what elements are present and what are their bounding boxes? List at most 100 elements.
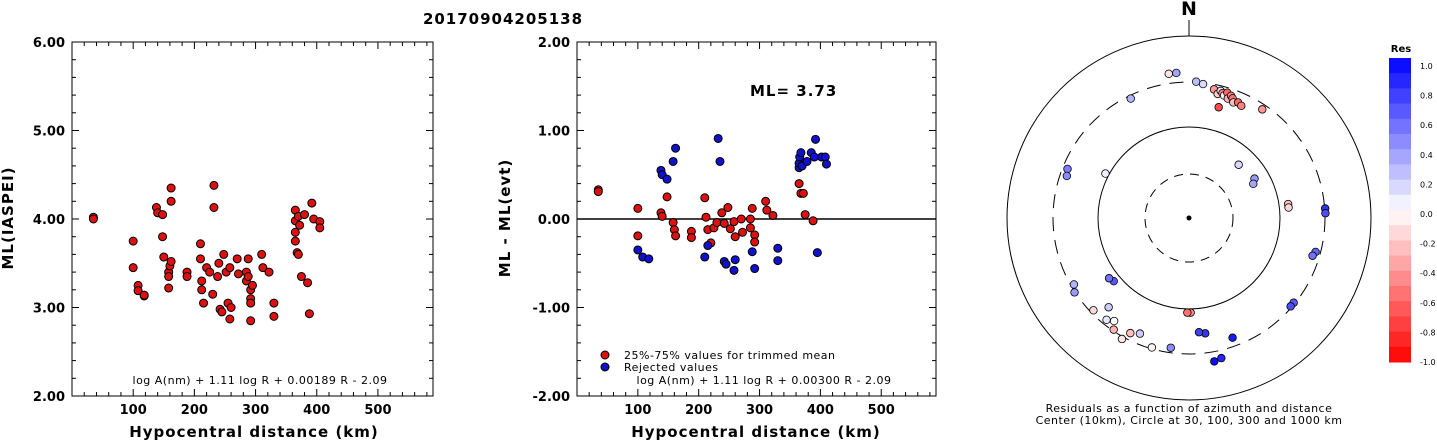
colorbar-title: Res bbox=[1391, 44, 1411, 55]
middle-data-point bbox=[730, 255, 740, 265]
station-marker bbox=[1104, 274, 1114, 283]
left-data-point bbox=[264, 267, 274, 277]
colorbar-cell bbox=[1389, 149, 1411, 165]
station-marker bbox=[1237, 101, 1246, 111]
station-marker bbox=[1321, 209, 1330, 218]
middle-data-point bbox=[747, 203, 757, 213]
middle-data-point bbox=[593, 187, 603, 197]
left-data-point bbox=[182, 272, 192, 282]
left-xtick-label: 500 bbox=[364, 403, 391, 418]
left-data-point bbox=[296, 272, 306, 282]
middle-xtick-label: 300 bbox=[746, 403, 773, 418]
middle-xtick-label: 100 bbox=[624, 403, 651, 418]
station-marker bbox=[1214, 103, 1223, 112]
left-data-point bbox=[133, 286, 143, 296]
colorbar-cell bbox=[1389, 240, 1411, 257]
middle-data-point bbox=[633, 203, 643, 213]
middle-xtick-label: 400 bbox=[807, 403, 834, 418]
left-data-point bbox=[232, 254, 242, 264]
colorbar-cell bbox=[1389, 118, 1411, 135]
middle-data-point bbox=[657, 211, 667, 221]
left-data-point bbox=[158, 210, 168, 220]
station-marker bbox=[1194, 328, 1204, 337]
left-data-point bbox=[88, 214, 98, 224]
left-xtick-label: 100 bbox=[120, 403, 147, 418]
middle-ytick-label: 1.00 bbox=[538, 125, 570, 140]
station-marker bbox=[1102, 315, 1111, 325]
colorbar-cell bbox=[1389, 301, 1411, 317]
station-marker bbox=[1135, 329, 1145, 338]
station-marker bbox=[1284, 203, 1293, 212]
colorbar-cell bbox=[1389, 179, 1411, 196]
left-data-point bbox=[205, 267, 215, 277]
middle-data-point bbox=[644, 254, 654, 264]
north-label: N bbox=[1181, 0, 1197, 20]
middle-data-point bbox=[773, 243, 783, 253]
left-data-point bbox=[219, 249, 229, 259]
station-marker bbox=[1183, 308, 1192, 317]
left-data-point bbox=[225, 314, 235, 324]
left-data-point bbox=[214, 258, 224, 268]
left-formula: log A(nm) + 1.11 log R + 0.00189 R - 2.0… bbox=[133, 374, 388, 387]
middle-xtick-label: 200 bbox=[685, 403, 712, 418]
left-data-point bbox=[213, 272, 223, 282]
left-data-point bbox=[257, 249, 267, 259]
station-marker bbox=[1109, 316, 1119, 326]
colorbar-label: -0.8 bbox=[1420, 328, 1436, 337]
left-data-point bbox=[209, 202, 219, 212]
left-data-point bbox=[300, 210, 310, 220]
station-marker bbox=[1104, 303, 1113, 312]
middle-data-point bbox=[719, 218, 729, 228]
middle-ytick-label: 2.00 bbox=[538, 36, 570, 51]
station-marker bbox=[1258, 105, 1267, 114]
outer-circle-1000km bbox=[1006, 35, 1372, 401]
station-marker bbox=[1228, 333, 1237, 342]
legend-marker-rejected bbox=[600, 362, 610, 372]
left-data-point bbox=[307, 198, 317, 208]
colorbar-label: -1.0 bbox=[1420, 358, 1436, 367]
polar-plot: N Residuals as a function of azimuth and… bbox=[1006, 0, 1372, 427]
colorbar-cell bbox=[1389, 346, 1411, 363]
left-data-point bbox=[243, 272, 253, 282]
left-xtick-label: 300 bbox=[242, 403, 269, 418]
legend-label-trimmed: 25%-75% values for trimmed mean bbox=[624, 349, 836, 362]
middle-data-point bbox=[750, 264, 760, 274]
middle-data-point bbox=[773, 256, 783, 266]
polar-caption-line2: Center (10km), Circle at 30, 100, 300 an… bbox=[1036, 414, 1343, 427]
station-marker bbox=[1166, 343, 1175, 352]
middle-data-point bbox=[812, 248, 822, 258]
middle-data-point bbox=[730, 232, 740, 242]
middle-data-point bbox=[729, 265, 739, 275]
colorbar-cell bbox=[1389, 58, 1411, 74]
left-data-point bbox=[166, 183, 176, 193]
middle-data-point bbox=[633, 245, 643, 255]
left-data-point bbox=[290, 227, 300, 237]
station-marker bbox=[1109, 325, 1118, 334]
middle-chart: ML - ML(evt) Hypocentral distance (km) M… bbox=[496, 36, 937, 441]
left-frame bbox=[71, 41, 434, 397]
left-plot-area: 2.00 3.00 4.00 5.00 6.00 100 200 300 400 500 bbox=[33, 36, 434, 418]
middle-plot-area: -2.00 -1.00 0.00 1.00 2.00 100 200 300 400 500 bbox=[533, 36, 937, 418]
colorbar-label: -0.6 bbox=[1420, 299, 1436, 308]
colorbar-cell bbox=[1389, 331, 1411, 348]
middle-data-point bbox=[717, 208, 727, 218]
station-marker bbox=[1210, 357, 1219, 366]
middle-data-point bbox=[750, 237, 760, 247]
middle-data-point bbox=[703, 241, 713, 251]
left-data-point bbox=[258, 263, 268, 273]
left-ytick-label: 5.00 bbox=[33, 125, 65, 140]
colorbar-label: 0.0 bbox=[1420, 210, 1433, 219]
station-marker bbox=[1063, 164, 1072, 174]
left-data-point bbox=[226, 303, 236, 312]
colorbar-cell bbox=[1389, 286, 1411, 302]
left-data-point bbox=[197, 276, 207, 286]
middle-data-point bbox=[671, 143, 681, 153]
middle-xtick-label: 500 bbox=[868, 403, 895, 418]
colorbar-cell bbox=[1389, 255, 1411, 272]
left-ytick-label: 4.00 bbox=[33, 213, 65, 228]
middle-data-point bbox=[747, 247, 757, 257]
middle-ytick-label: 0.00 bbox=[538, 213, 570, 228]
station-marker bbox=[1172, 68, 1181, 78]
left-data-point bbox=[197, 285, 207, 295]
